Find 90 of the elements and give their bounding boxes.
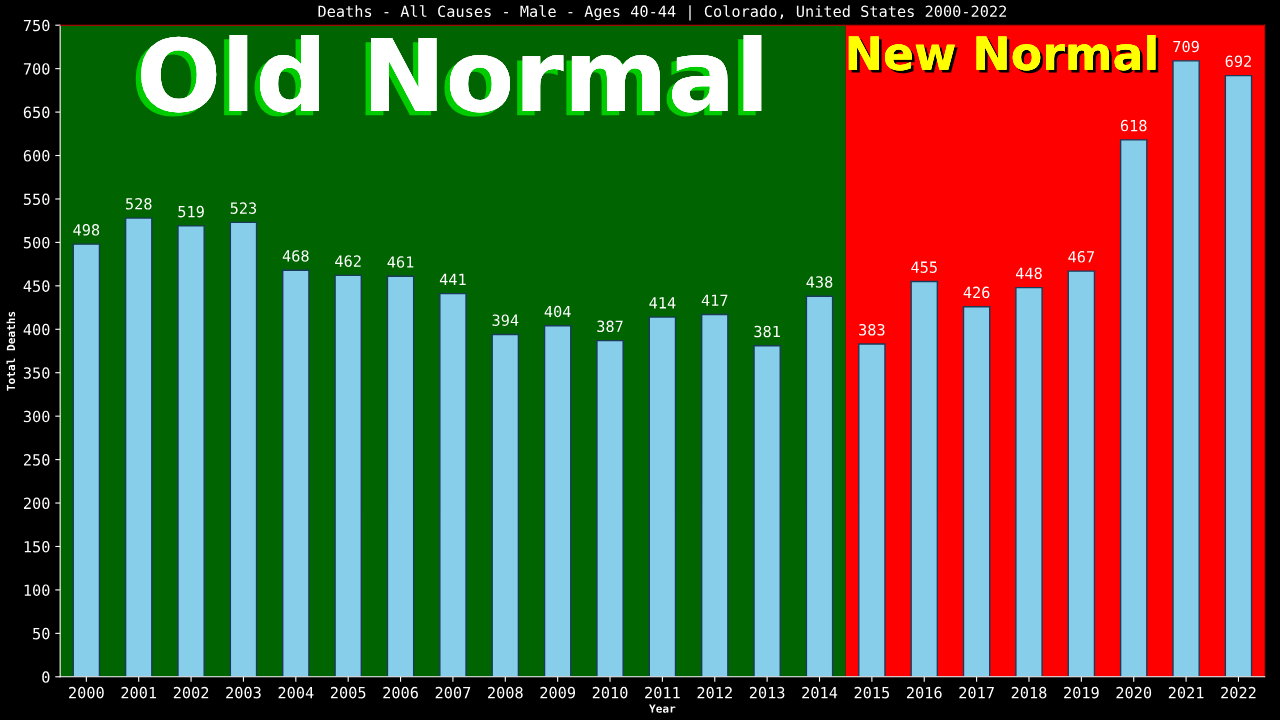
y-tick-label: 450: [23, 280, 50, 292]
bar: [72, 243, 101, 677]
data-label: 692: [1225, 55, 1251, 68]
bar: [282, 269, 310, 677]
x-tick-label: 2003: [226, 686, 261, 699]
y-tick-label: 350: [23, 367, 50, 379]
data-label: 414: [649, 297, 676, 309]
x-tick-label: 2018: [1011, 686, 1047, 699]
bar: [124, 217, 153, 677]
x-tick-label: 2021: [1168, 686, 1204, 699]
x-tick-label: 2022: [1221, 686, 1256, 699]
bar: [1224, 74, 1253, 677]
bar: [805, 295, 834, 677]
bar: [229, 221, 258, 677]
y-axis-title: Total Deaths: [6, 311, 16, 391]
data-label: 461: [387, 256, 414, 268]
y-tick-label: 550: [23, 193, 50, 206]
data-label: 426: [963, 286, 990, 299]
bar: [1119, 139, 1148, 677]
bar: [910, 280, 939, 677]
bar: [386, 275, 415, 677]
y-tick-label: 650: [23, 106, 50, 119]
y-tick-label: 600: [23, 150, 50, 162]
x-tick-label: 2008: [488, 686, 523, 699]
data-label: 462: [335, 255, 361, 267]
data-label: 441: [439, 273, 466, 285]
y-tick-label: 750: [23, 19, 50, 32]
bar: [1067, 270, 1096, 677]
x-tick-label: 2017: [959, 686, 994, 699]
x-tick-label: 2007: [435, 686, 471, 699]
data-label: 528: [125, 198, 152, 210]
bar: [962, 305, 991, 677]
x-tick-label: 2012: [697, 686, 732, 699]
x-tick-label: 2013: [749, 686, 785, 699]
data-label: 519: [178, 205, 204, 218]
bar: [439, 292, 467, 677]
x-axis-title: Year: [649, 704, 676, 713]
data-label: 381: [754, 325, 780, 338]
y-tick-label: 500: [23, 236, 50, 249]
y-tick-label: 150: [24, 540, 50, 553]
y-tick-label: 250: [23, 454, 50, 466]
data-label: 709: [1173, 40, 1199, 53]
x-tick-label: 2002: [173, 686, 209, 699]
x-tick-label: 2009: [540, 686, 576, 699]
x-tick-label: 2006: [383, 686, 418, 699]
x-tick-label: 2015: [854, 686, 890, 699]
data-label: 448: [1015, 267, 1042, 280]
y-tick-label: 0: [42, 671, 50, 683]
y-tick-label: 400: [23, 323, 50, 336]
band-label: Old Normal: [135, 34, 762, 117]
bar: [1015, 286, 1043, 677]
y-tick-label: 200: [23, 497, 50, 510]
chart-title: Deaths - All Causes - Male - Ages 40-44 | Colorado, United States 2000-2022: [318, 5, 1007, 21]
y-tick-label: 50: [33, 627, 50, 640]
x-tick-label: 2005: [330, 686, 366, 699]
bar: [543, 325, 572, 677]
data-label: 417: [701, 294, 728, 306]
y-tick-label: 300: [23, 410, 50, 423]
data-label: 467: [1068, 251, 1094, 263]
y-tick-label: 100: [24, 584, 50, 596]
bar: [177, 225, 205, 677]
data-label: 455: [911, 261, 937, 273]
data-label: 468: [282, 250, 309, 262]
bar: [753, 345, 781, 677]
data-label: 618: [1120, 119, 1147, 132]
bar: [648, 316, 677, 677]
x-tick-label: 2019: [1064, 686, 1099, 699]
data-label: 523: [230, 202, 257, 214]
bar: [596, 339, 624, 677]
x-tick-label: 2020: [1116, 686, 1152, 699]
x-tick-label: 2011: [645, 686, 680, 699]
y-tick-label: 700: [23, 63, 50, 75]
data-label: 438: [806, 276, 833, 288]
data-label: 387: [597, 320, 623, 333]
x-tick-label: 2000: [69, 686, 104, 699]
bar: [858, 343, 886, 677]
bar: [491, 333, 520, 677]
data-label: 383: [859, 323, 885, 336]
data-label: 404: [544, 305, 571, 318]
bar: [334, 274, 362, 677]
band-label: New Normal: [848, 34, 1159, 74]
x-tick-label: 2016: [906, 686, 942, 699]
x-tick-label: 2010: [592, 686, 628, 699]
bar: [700, 313, 729, 677]
data-label: 498: [73, 224, 100, 236]
x-tick-label: 2004: [278, 686, 314, 699]
x-tick-label: 2001: [121, 686, 157, 699]
bar: [1172, 60, 1200, 677]
data-label: 394: [492, 314, 519, 326]
x-tick-label: 2014: [802, 686, 838, 699]
